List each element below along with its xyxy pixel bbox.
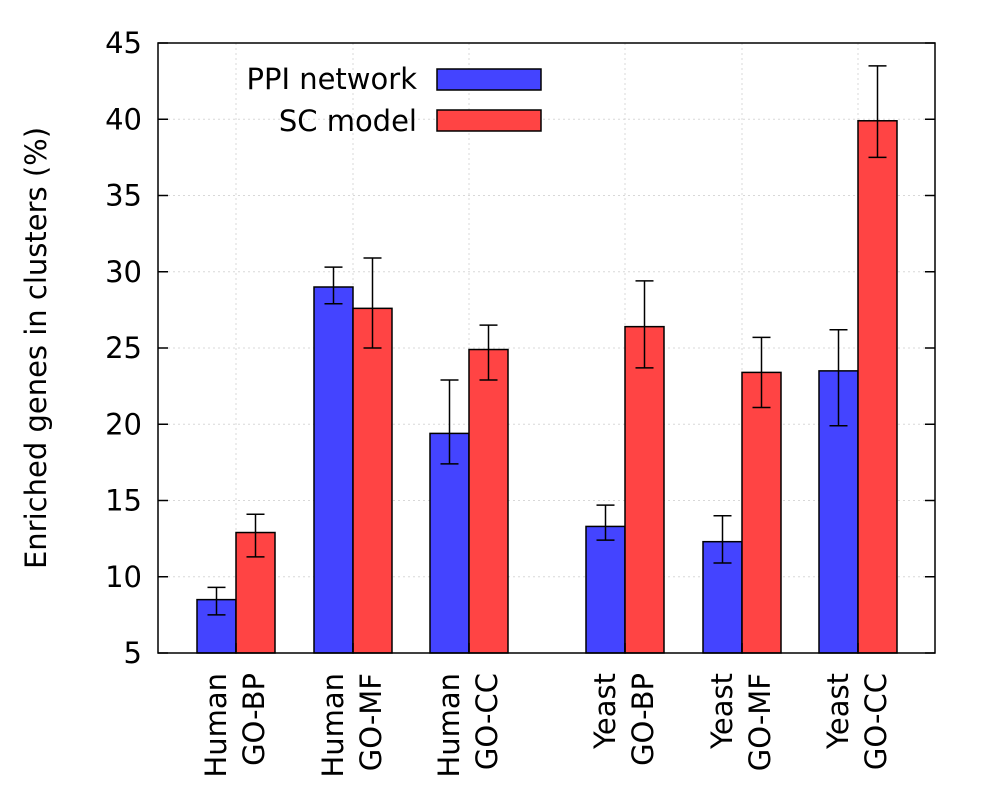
y-tick-label: 15 xyxy=(105,484,142,518)
legend-label-ppi-network: PPI network xyxy=(246,62,417,96)
y-axis-title: Enriched genes in clusters (%) xyxy=(19,127,53,569)
legend-swatch-ppi-network xyxy=(436,68,542,91)
y-tick-label: 25 xyxy=(105,331,142,365)
category-label-line2: GO-MF xyxy=(354,673,388,771)
y-tick-label: 20 xyxy=(105,407,142,441)
legend: PPI network SC model xyxy=(246,62,542,138)
y-tick-label: 40 xyxy=(105,102,142,136)
y-tick-label: 10 xyxy=(105,560,142,594)
legend-label-sc-model: SC model xyxy=(279,104,417,138)
x-axis-category-labels: Human GO-BP Human GO-MF Human GO-CC Yeast GO-BP… xyxy=(199,673,893,778)
bar-sc-model xyxy=(352,307,393,654)
error-bars xyxy=(207,65,887,616)
category-label-line2: GO-BP xyxy=(237,673,271,766)
legend-swatch-sc-model xyxy=(436,109,542,132)
category-label-line1: Yeast xyxy=(588,673,622,750)
bar-ppi-network xyxy=(429,432,470,654)
bar-sc-model xyxy=(741,371,782,654)
category-label-line2: GO-CC xyxy=(859,673,893,770)
y-tick-label: 5 xyxy=(124,636,142,670)
category-label-line1: Human xyxy=(316,673,350,778)
category-label-line1: Human xyxy=(432,673,466,778)
category-label-line1: Yeast xyxy=(705,673,739,750)
y-tick-label: 35 xyxy=(105,179,142,213)
bars xyxy=(196,120,898,654)
category-label-line1: Yeast xyxy=(821,673,855,750)
y-tick-label: 45 xyxy=(105,26,142,60)
y-tick-label: 30 xyxy=(105,255,142,289)
bar-sc-model xyxy=(468,348,509,654)
category-label-line1: Human xyxy=(199,673,233,778)
bar-sc-model xyxy=(857,120,898,654)
category-label-line2: GO-MF xyxy=(743,673,777,771)
y-axis-ticks: 5 10 15 20 25 30 35 40 45 xyxy=(105,26,935,670)
category-label-line2: GO-CC xyxy=(470,673,504,770)
bar-ppi-network xyxy=(585,525,626,654)
category-label-line2: GO-BP xyxy=(626,673,660,766)
bar-ppi-network xyxy=(313,286,354,654)
bar-sc-model xyxy=(624,325,665,654)
